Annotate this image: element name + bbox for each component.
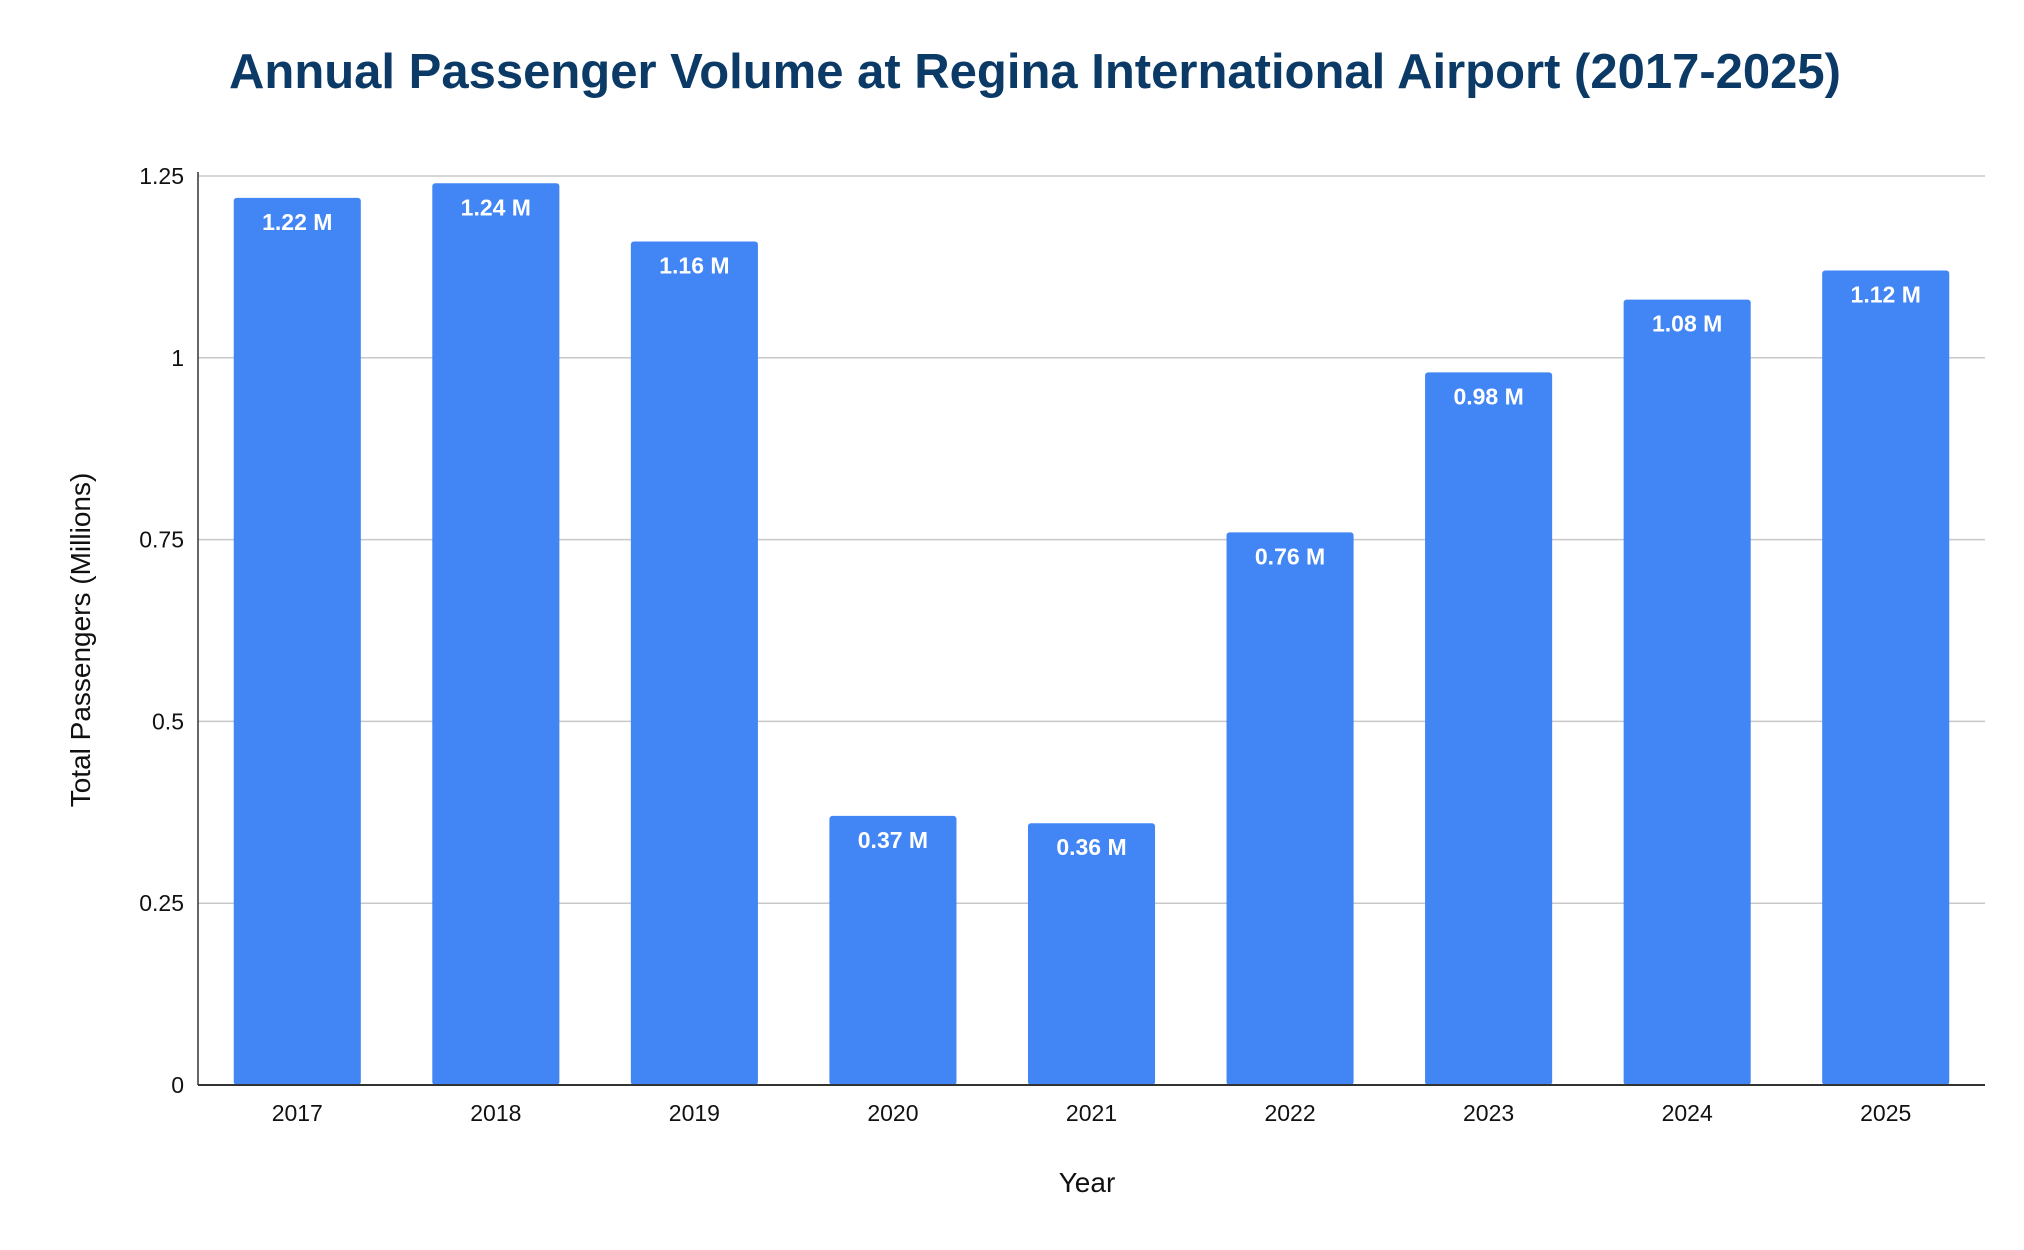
x-tick-label-2017: 2017 [272, 1100, 323, 1126]
x-tick-label-2023: 2023 [1463, 1100, 1514, 1126]
bar-2017 [233, 197, 361, 1086]
y-tick-label: 1.25 [139, 163, 184, 189]
y-tick-label: 0 [171, 1072, 184, 1098]
x-tick-label-2019: 2019 [669, 1100, 720, 1126]
chart-title: Annual Passenger Volume at Regina Intern… [229, 45, 1841, 99]
data-label-2020: 0.37 M [858, 827, 928, 853]
bar-2025 [1822, 270, 1950, 1085]
bar-2018 [432, 183, 560, 1086]
x-tick-label-2025: 2025 [1860, 1100, 1911, 1126]
data-label-2023: 0.98 M [1453, 383, 1523, 409]
data-labels: 1.22 M 1.24 M 1.16 M 0.37 M 0.36 M 0.76 M 0.98… [262, 194, 1921, 860]
data-label-2019: 1.16 M [659, 252, 729, 278]
data-label-2024: 1.08 M [1652, 311, 1722, 337]
x-tick-label-2024: 2024 [1662, 1100, 1713, 1126]
x-axis-title: Year [1059, 1167, 1116, 1198]
y-tick-label: 0.75 [139, 527, 184, 553]
bar-2021 [1027, 823, 1156, 1085]
data-label-2025: 1.12 M [1851, 282, 1921, 308]
data-label-2021: 0.36 M [1056, 834, 1126, 860]
x-tick-label-2018: 2018 [470, 1100, 521, 1126]
bar-2024 [1623, 299, 1751, 1085]
bars [233, 183, 1950, 1086]
tick-labels: 0 0.25 0.5 0.75 1 1.25 2017 2018 2019 2020 2021 202… [139, 163, 1911, 1126]
x-tick-label-2020: 2020 [867, 1100, 918, 1126]
bar-2020 [829, 815, 957, 1085]
data-label-2022: 0.76 M [1255, 543, 1325, 569]
y-tick-label: 0.5 [152, 708, 184, 734]
x-tick-label-2022: 2022 [1264, 1100, 1315, 1126]
y-tick-label: 1 [171, 345, 184, 371]
bar-2022 [1226, 532, 1354, 1085]
data-label-2018: 1.24 M [461, 194, 531, 220]
data-label-2017: 1.22 M [262, 209, 332, 235]
x-tick-label-2021: 2021 [1066, 1100, 1117, 1126]
bar-2019 [630, 241, 758, 1085]
bar-2023 [1425, 372, 1553, 1085]
y-tick-label: 0.25 [139, 890, 184, 916]
axes [197, 172, 1985, 1086]
y-axis-title: Total Passengers (Millions) [65, 473, 96, 808]
